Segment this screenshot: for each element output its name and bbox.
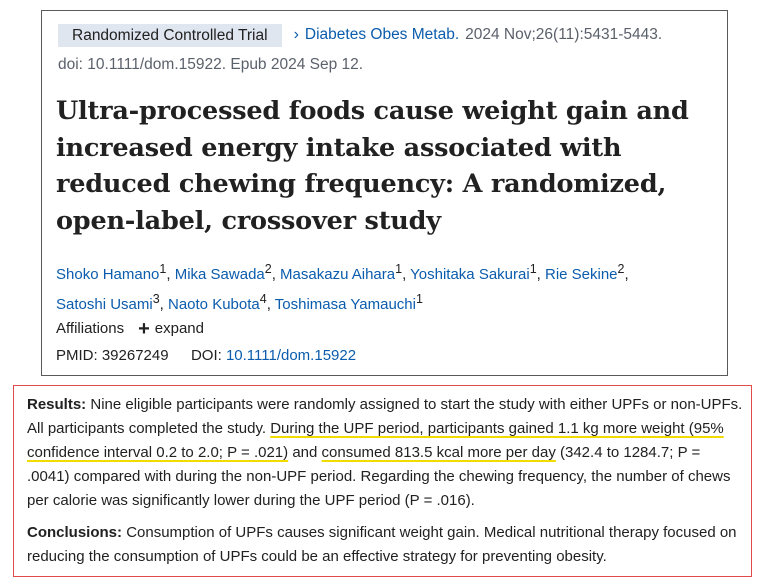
article-header-card: Randomized Controlled Trial › Diabetes O… [41, 10, 728, 376]
doi-link[interactable]: 10.1111/dom.15922 [225, 347, 357, 364]
identifiers-row: PMID: 39267249 DOI: 10.1111/dom.15922 [56, 347, 356, 364]
author-link[interactable]: Rie Sekine [544, 266, 618, 283]
affiliations-row: Affiliations + expand [56, 317, 204, 340]
doi-label: DOI: [190, 347, 222, 364]
author-link[interactable]: Satoshi Usami [56, 296, 153, 313]
results-text-b: and [292, 444, 318, 461]
affiliation-number[interactable]: 1 [395, 262, 403, 276]
results-text-c: (342.4 to 1284.7; P = .0041) compared wi… [27, 444, 731, 509]
author-item: Masakazu Aihara1 [280, 262, 402, 283]
affiliation-number[interactable]: 1 [415, 292, 423, 306]
results-paragraph: Results: Nine eligible participants were… [27, 393, 743, 513]
author-link[interactable]: Mika Sawada [174, 266, 265, 283]
results-label: Results: [27, 396, 87, 413]
abstract-excerpt-box: Results: Nine eligible participants were… [13, 385, 752, 577]
author-item: Rie Sekine2 [544, 262, 625, 283]
author-link[interactable]: Toshimasa Yamauchi [274, 296, 416, 313]
highlighted-energy-intake: consumed 813.5 kcal more per day [321, 444, 556, 461]
author-item: Toshimasa Yamauchi1 [274, 292, 423, 313]
article-title: Ultra-processed foods cause weight gain … [56, 96, 689, 236]
author-item: Mika Sawada2 [174, 262, 272, 283]
citation-line: Randomized Controlled Trial › Diabetes O… [58, 23, 663, 47]
pmid-value: 39267249 [101, 347, 169, 364]
author-item: Satoshi Usami3 [56, 292, 160, 313]
affiliation-number[interactable]: 2 [617, 262, 625, 276]
affiliation-number[interactable]: 1 [159, 262, 167, 276]
journal-link[interactable]: Diabetes Obes Metab. [304, 26, 460, 43]
affiliation-number[interactable]: 3 [152, 292, 160, 306]
author-item: Shoko Hamano1 [56, 262, 166, 283]
author-link[interactable]: Masakazu Aihara [280, 266, 396, 283]
conclusions-paragraph: Conclusions: Consumption of UPFs causes … [27, 521, 743, 569]
expand-label: expand [154, 320, 204, 337]
author-item: Yoshitaka Sakurai1 [410, 262, 536, 283]
doi-epub-line: doi: 10.1111/dom.15922. Epub 2024 Sep 12… [58, 56, 364, 73]
plus-icon: + [138, 317, 150, 340]
affiliation-number[interactable]: 1 [529, 262, 537, 276]
citation-details: 2024 Nov;26(11):5431-5443. [465, 26, 663, 43]
conclusions-label: Conclusions: [27, 524, 123, 541]
pmid-label: PMID: [56, 347, 98, 364]
results-text-a: Nine eligible participants were randomly… [27, 396, 743, 437]
affiliations-label: Affiliations [56, 320, 125, 337]
highlighted-weight-gain: During the UPF period, participants gain… [27, 420, 724, 461]
author-link[interactable]: Shoko Hamano [56, 266, 160, 283]
affiliation-number[interactable]: 4 [259, 292, 267, 306]
author-item: Naoto Kubota4 [168, 292, 267, 313]
author-link[interactable]: Yoshitaka Sakurai [410, 266, 530, 283]
authors-list: Shoko Hamano1, Mika Sawada2, Masakazu Ai… [56, 262, 629, 313]
author-link[interactable]: Naoto Kubota [168, 296, 260, 313]
conclusions-text: Consumption of UPFs causes significant w… [27, 524, 737, 565]
affiliation-number[interactable]: 2 [264, 262, 272, 276]
expand-affiliations-button[interactable]: + expand [138, 317, 204, 340]
article-type-badge: Randomized Controlled Trial [58, 23, 282, 47]
chevron-right-icon: › [293, 26, 299, 43]
